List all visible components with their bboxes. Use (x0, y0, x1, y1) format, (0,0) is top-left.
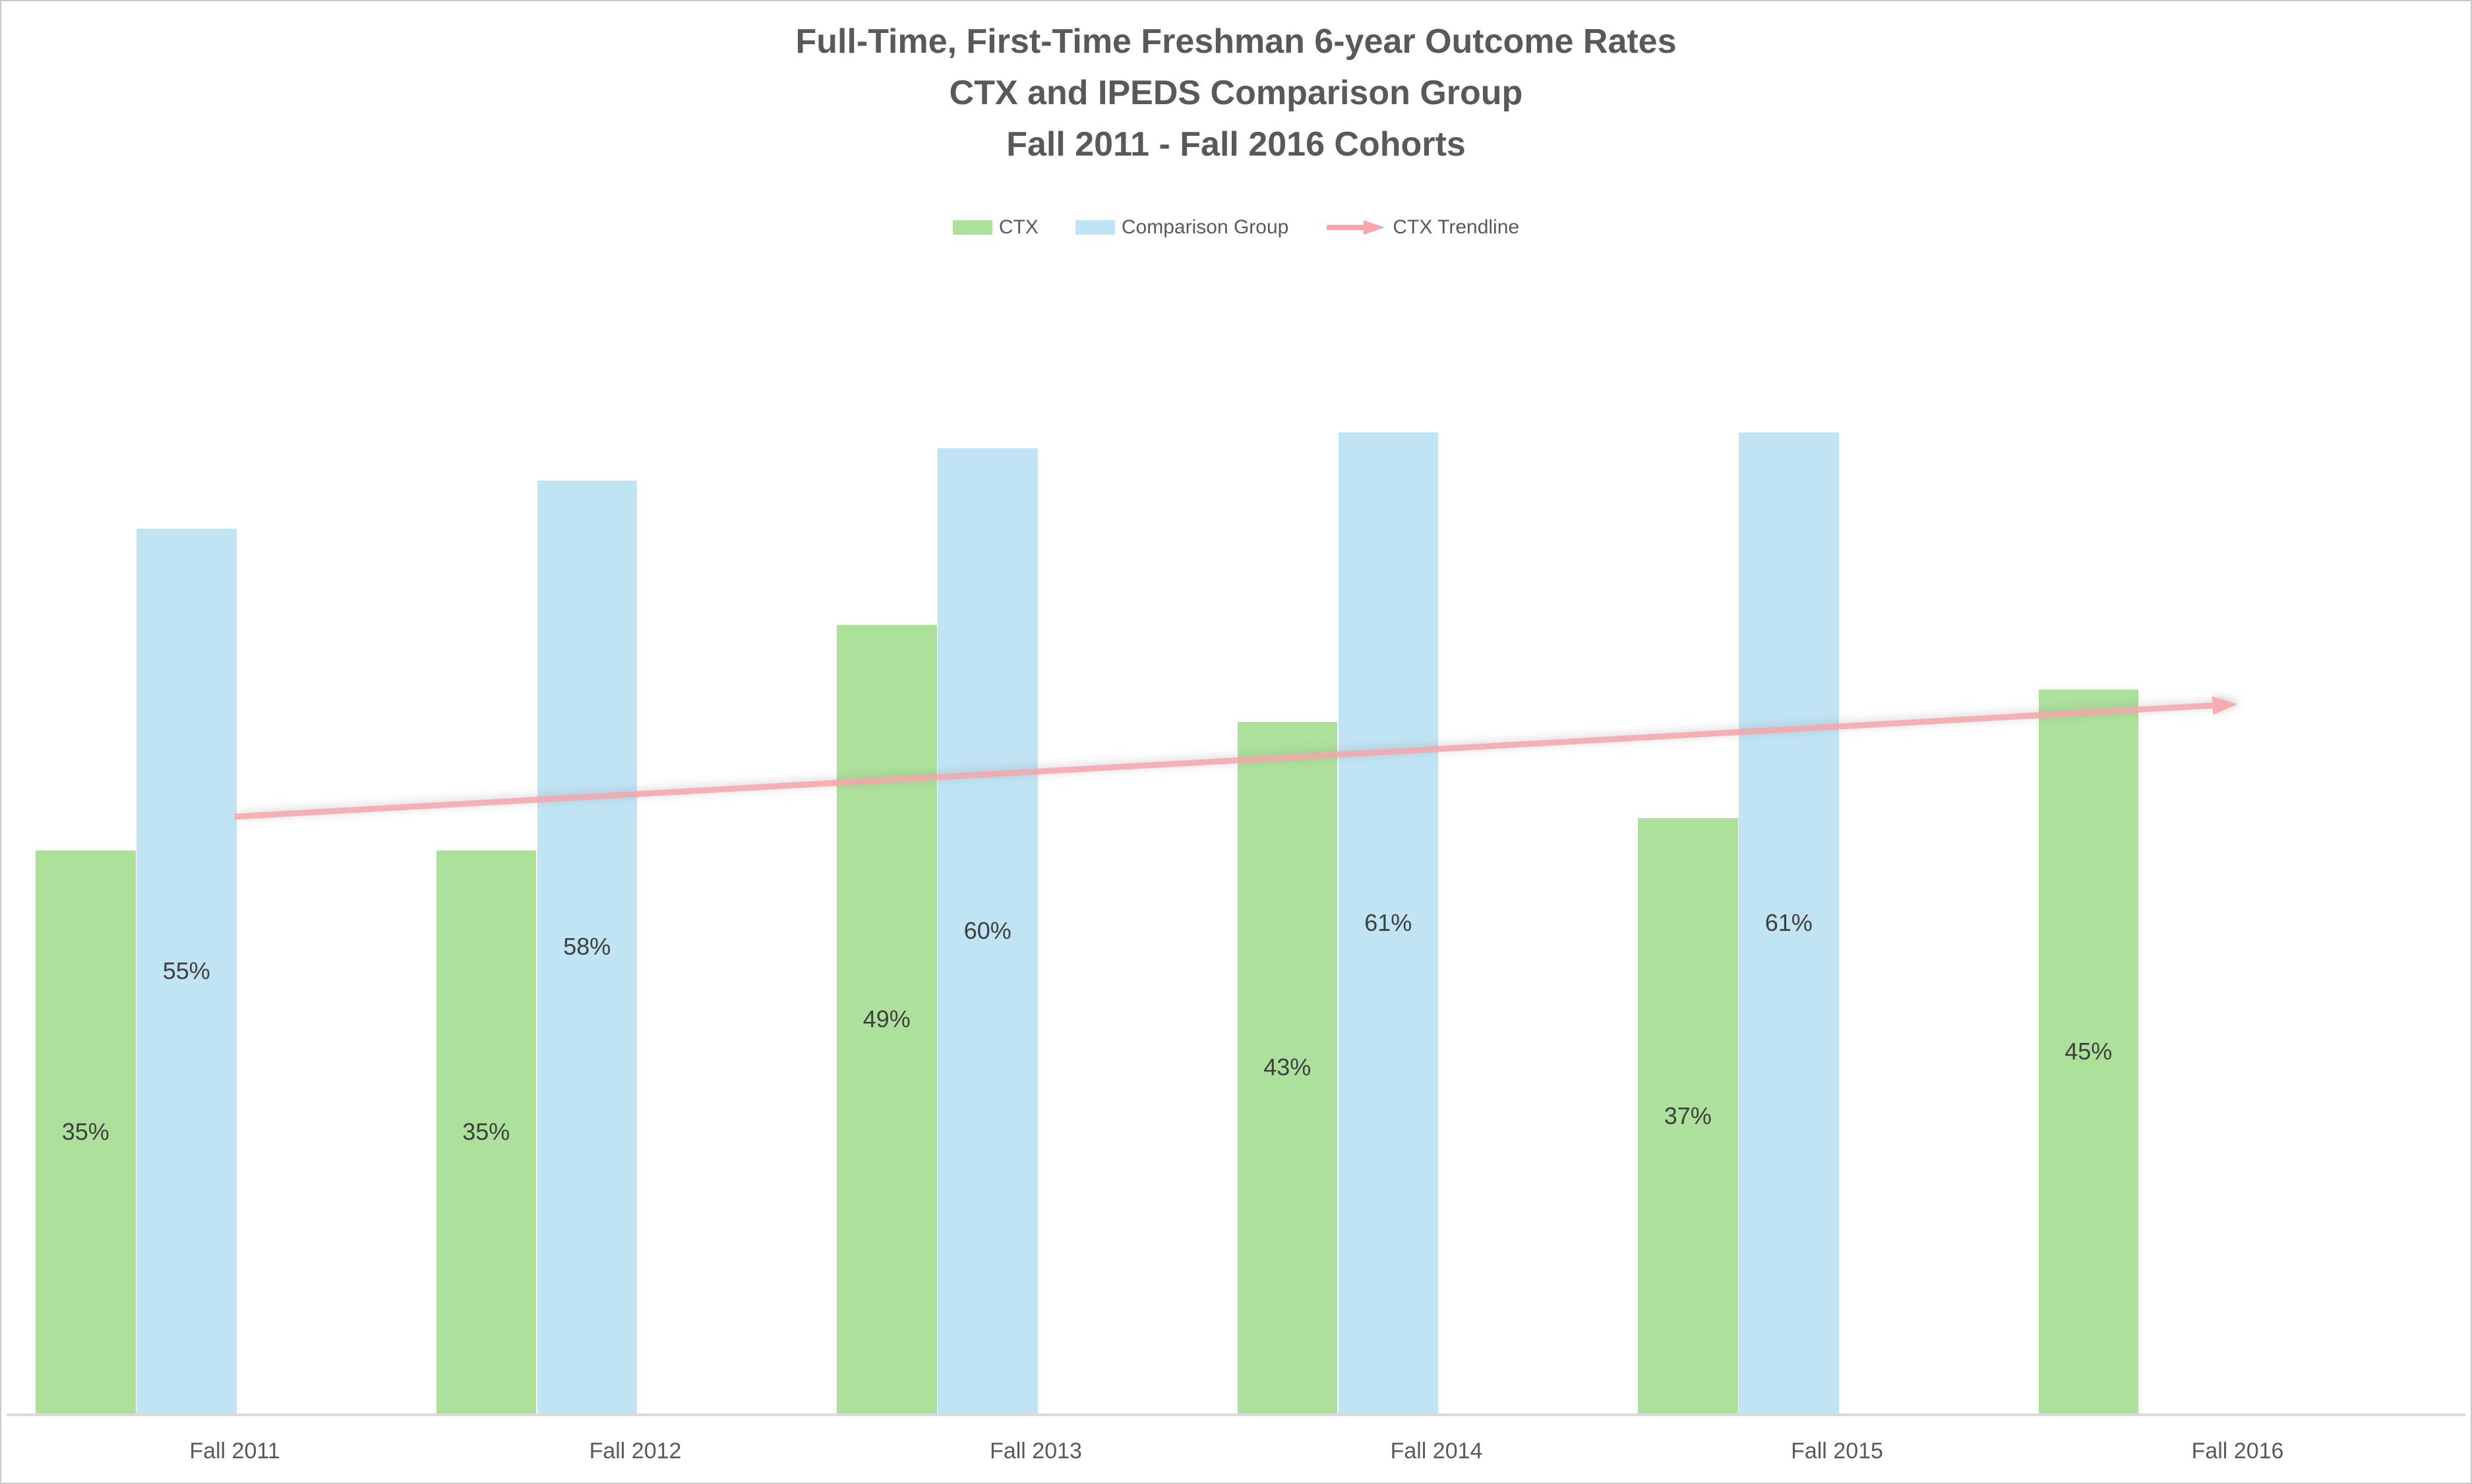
comparison-bar[interactable] (1739, 432, 1839, 1413)
ctx-data-label: 35% (462, 1118, 510, 1145)
chart-title-line-3: Fall 2011 - Fall 2016 Cohorts (1006, 125, 1466, 163)
trendline-arrow-icon (1327, 220, 1385, 235)
legend-label-ctx: CTX (998, 216, 1039, 238)
legend-item-ctx-trendline[interactable]: CTX Trendline (1325, 216, 1519, 239)
ctx-data-label: 43% (1263, 1054, 1311, 1081)
comparison-data-label: 61% (1364, 908, 1412, 936)
x-axis-label: Fall 2014 (1390, 1439, 1483, 1464)
comparison-data-label: 58% (563, 933, 611, 961)
comparison-bar[interactable] (1338, 432, 1438, 1413)
comparison-data-label: 60% (963, 917, 1011, 944)
x-axis-label: Fall 2012 (589, 1439, 682, 1464)
legend-label-ctx-trendline: CTX Trendline (1393, 216, 1520, 238)
legend-label-comparison-group: Comparison Group (1121, 216, 1289, 238)
x-axis-line (7, 1413, 2465, 1416)
x-axis-label: Fall 2016 (2191, 1439, 2284, 1464)
ctx-bar[interactable] (36, 850, 136, 1413)
comparison-bar[interactable] (136, 529, 237, 1413)
comparison-bar[interactable] (537, 480, 637, 1413)
chart-title-line-2: CTX and IPEDS Comparison Group (949, 74, 1523, 112)
ctx-bar[interactable] (1237, 721, 1337, 1413)
x-axis-label: Fall 2013 (990, 1439, 1082, 1464)
ctx-data-label: 37% (1664, 1102, 1712, 1129)
comparison-series-swatch-icon (1075, 220, 1115, 235)
comparison-data-label: 55% (162, 957, 210, 984)
chart-legend: CTX Comparison Group CTX Trendline (1, 216, 2471, 239)
ctx-bar[interactable] (1638, 818, 1738, 1413)
chart-title-line-1: Full-Time, First-Time Freshman 6-year Ou… (795, 22, 1677, 61)
ctx-data-label: 49% (862, 1005, 911, 1033)
comparison-data-label: 61% (1764, 908, 1813, 936)
ctx-data-label: 35% (61, 1118, 109, 1145)
legend-item-ctx[interactable]: CTX (952, 216, 1039, 239)
chart-title: Full-Time, First-Time Freshman 6-year Ou… (1, 16, 2471, 170)
ctx-data-label: 45% (2065, 1038, 2113, 1065)
x-axis-label: Fall 2015 (1791, 1439, 1883, 1464)
ctx-series-swatch-icon (952, 220, 992, 235)
ctx-bar[interactable] (436, 850, 536, 1413)
comparison-bar[interactable] (938, 448, 1038, 1413)
legend-item-comparison-group[interactable]: Comparison Group (1075, 216, 1288, 239)
x-axis-label: Fall 2011 (189, 1439, 280, 1464)
